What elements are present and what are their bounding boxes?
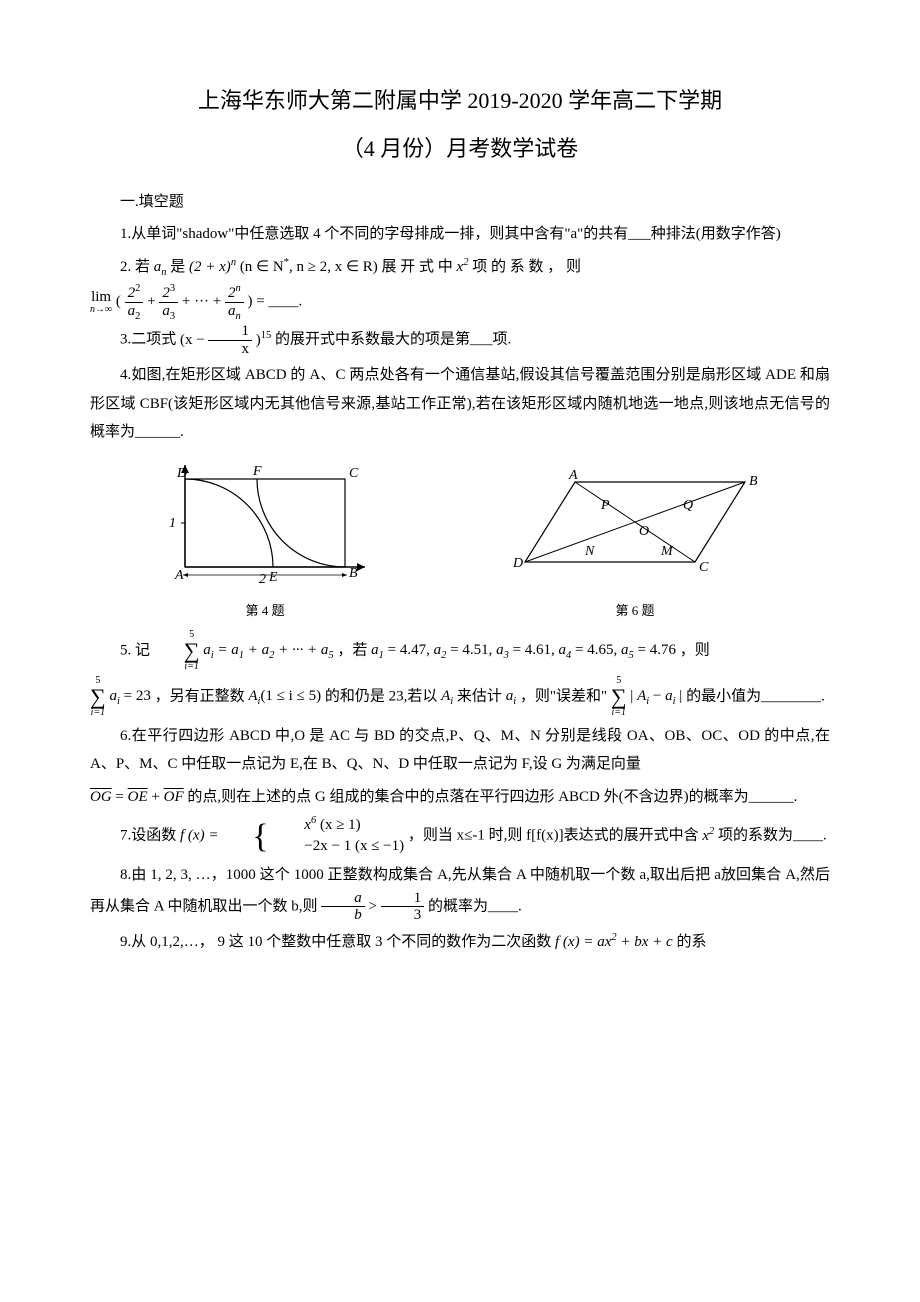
svg-text:C: C — [699, 560, 709, 575]
frac-third: 1 3 — [381, 890, 425, 924]
problem-6: 6.在平行四边形 ABCD 中,O 是 AC 与 BD 的交点,P、Q、M、N … — [90, 722, 830, 779]
problem-7: 7.设函数 f (x) = { x6 (x ≥ 1) −2x − 1 (x ≤ … — [90, 815, 830, 857]
problem-2: 2. 若 an 是 (2 + x)n (n ∈ N*, n ≥ 2, x ∈ R… — [90, 253, 830, 282]
svg-text:F: F — [252, 464, 262, 479]
p7-text-b: ，则当 x≤-1 时,则 f[f(x)]表达式的展开式中含 — [408, 828, 702, 844]
gt-sign: > — [369, 898, 381, 914]
p2-text-b: 是 — [170, 259, 189, 275]
problem-5-line2: 5 ∑ i=1 ai = 23 ，另有正整数 Ai(1 ≤ i ≤ 5) 的和仍… — [90, 676, 830, 718]
p5-text-d: ，另有正整数 — [155, 688, 249, 704]
cond-2: , n ≥ 2, x ∈ R) — [289, 259, 378, 275]
svg-text:B: B — [749, 474, 758, 489]
svg-text:A: A — [568, 468, 578, 483]
p9-text-a: 9.从 0,1,2,…， 9 这 10 个整数中任意取 3 个不同的数作为二次函… — [120, 934, 555, 950]
q3-frac: 1 x — [208, 323, 252, 357]
p2-text-c: 展 开 式 中 — [382, 259, 457, 275]
p5-text-f: 来估计 — [457, 688, 506, 704]
p6-text-a: 6.在平行四边形 ABCD 中,O 是 AC 与 BD 的交点,P、Q、M、N … — [90, 728, 830, 773]
p2-text-d: 项 的 系 数 ， 则 — [472, 259, 581, 275]
figure-6-svg: A B C D O P Q M N — [505, 467, 765, 587]
q3-sup: 15 — [261, 330, 272, 341]
svg-text:A: A — [174, 568, 184, 583]
lim-sub: n→∞ — [90, 305, 112, 315]
p5-text-h: 的最小值为________. — [686, 688, 825, 704]
svg-text:Q: Q — [683, 498, 693, 513]
piecewise-cases: x6 (x ≥ 1) −2x − 1 (x ≤ −1) — [274, 815, 404, 857]
p5-text-a: 5. 记 — [120, 642, 154, 658]
section-1-heading: 一.填空题 — [90, 188, 830, 217]
frac-2: 23 a3 — [159, 285, 178, 319]
q3-base: (x − — [180, 332, 208, 348]
fx-label: f (x) = — [180, 828, 222, 844]
figure-6: A B C D O P Q M N 第 6 题 — [505, 467, 765, 624]
p3-text-a: 3.二项式 — [120, 332, 180, 348]
svg-text:B: B — [349, 566, 358, 581]
p5-text-c: ，则 — [680, 642, 710, 658]
lim-label: lim — [90, 290, 112, 305]
svg-text:M: M — [660, 544, 674, 559]
binom-sup: n — [231, 257, 236, 268]
p9-text-b: 的系 — [676, 934, 706, 950]
p7-text-a: 7.设函数 — [120, 828, 180, 844]
binom-base: (2 + x) — [189, 259, 231, 275]
limit-operator: lim n→∞ — [90, 290, 112, 315]
brace-icon: { — [222, 823, 270, 850]
figure-4: 1 2 D F C A E B 第 4 题 — [155, 457, 375, 624]
svg-text:D: D — [176, 466, 187, 481]
p8-text-b: 的概率为____. — [428, 898, 522, 914]
problem-9: 9.从 0,1,2,…， 9 这 10 个整数中任意取 3 个不同的数作为二次函… — [90, 928, 830, 957]
vec-OG: OG — [90, 789, 112, 805]
vec-OE: OE — [128, 789, 148, 805]
p5-text-e: 的和仍是 23,若以 — [325, 688, 441, 704]
problem-8: 8.由 1, 2, 3, …，1000 这个 1000 正整数构成集合 A,先从… — [90, 861, 830, 924]
title-line-1: 上海华东师大第二附属中学 2019-2020 学年高二下学期 — [90, 80, 830, 122]
svg-text:D: D — [512, 556, 523, 571]
frac-ab: a b — [321, 890, 365, 924]
an-sub: n — [161, 267, 166, 278]
x2-sup: 2 — [463, 257, 468, 268]
problem-3: 3.二项式 (x − 1 x )15 的展开式中系数最大的项是第___项. — [90, 323, 830, 357]
problem-2-line2: lim n→∞ ( 22 a2 + 23 a3 + ··· + 2n an ) … — [90, 285, 830, 319]
svg-text:E: E — [268, 570, 278, 585]
p7-text-c: 项的系数为____. — [718, 828, 827, 844]
problem-6-line2: OG = OE + OF 的点,则在上述的点 G 组成的集合中的点落在平行四边形… — [90, 783, 830, 812]
p2-text-a: 2. 若 — [120, 259, 154, 275]
frac-1: 22 a2 — [125, 285, 144, 319]
vec-OF: OF — [164, 789, 184, 805]
title-line-2: （4 月份）月考数学试卷 — [90, 128, 830, 170]
p5-text-g: ，则"误差和" — [520, 688, 611, 704]
cond-1: (n ∈ N — [240, 259, 284, 275]
frac-n: 2n an — [225, 285, 244, 319]
figures-row: 1 2 D F C A E B 第 4 题 A B C D O P Q M N — [90, 457, 830, 624]
sum-2: 5 ∑ i=1 — [90, 676, 106, 718]
figure-4-svg: 1 2 D F C A E B — [155, 457, 375, 587]
svg-text:1: 1 — [169, 516, 176, 531]
svg-text:C: C — [349, 466, 359, 481]
svg-text:P: P — [600, 498, 610, 513]
svg-text:2: 2 — [259, 572, 266, 587]
figure-6-caption: 第 6 题 — [505, 599, 765, 624]
eq-result: ) = ____. — [248, 294, 303, 310]
problem-4: 4.如图,在矩形区域 ABCD 的 A、C 两点处各有一个通信基站,假设其信号覆… — [90, 361, 830, 447]
svg-text:N: N — [584, 544, 595, 559]
p3-text-b: 的展开式中系数最大的项是第___项. — [275, 332, 511, 348]
svg-text:O: O — [639, 524, 649, 539]
figure-4-caption: 第 4 题 — [155, 599, 375, 624]
sum-1: 5 ∑ i=1 — [154, 630, 200, 672]
problem-5: 5. 记 5 ∑ i=1 ai = a1 + a2 + ··· + a5 ，若 … — [90, 630, 830, 672]
p5-text-b: ，若 — [337, 642, 371, 658]
p6-text-b: 的点,则在上述的点 G 组成的集合中的点落在平行四边形 ABCD 外(不含边界)… — [187, 789, 797, 805]
sum-3: 5 ∑ i=1 — [611, 676, 627, 718]
problem-1: 1.从单词"shadow"中任意选取 4 个不同的字母排成一排，则其中含有"a"… — [90, 220, 830, 249]
